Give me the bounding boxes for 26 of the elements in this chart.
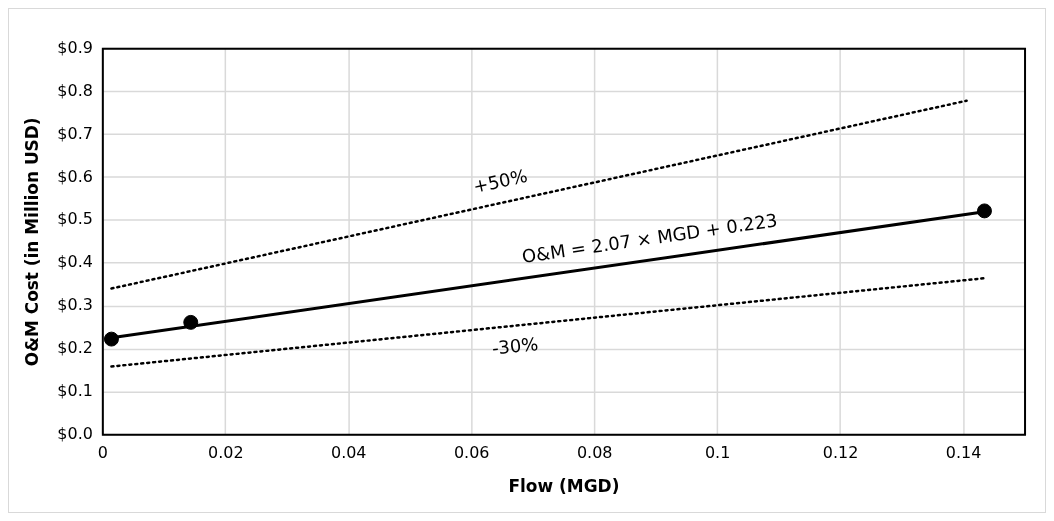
y-tick-label: $0.2 xyxy=(57,338,93,358)
annotation: O&M = 2.07 × MGD + 0.223 xyxy=(520,209,779,267)
x-tick-label: 0.04 xyxy=(330,443,367,463)
y-tick-label: $0.9 xyxy=(57,38,93,57)
y-tick-label: $0.7 xyxy=(57,123,93,143)
x-tick-label: 0.12 xyxy=(822,443,859,463)
x-tick-label: 0.06 xyxy=(453,443,490,463)
y-tick-label: $0.8 xyxy=(57,80,93,100)
y-tick-label: $0.3 xyxy=(57,295,93,315)
y-tick-label: $0.0 xyxy=(57,423,93,443)
point xyxy=(976,203,992,219)
y-tick-label: $0.5 xyxy=(57,209,93,229)
y-tick-label: $0.4 xyxy=(57,252,93,272)
x-tick-label: 0 xyxy=(97,443,108,463)
y-tick-label: $0.1 xyxy=(57,380,93,400)
point xyxy=(183,314,199,330)
x-tick-label: 0.1 xyxy=(704,443,731,463)
y-tick-label: $0.6 xyxy=(57,166,93,186)
annotation: +50% xyxy=(471,164,530,198)
y-axis-title: O&M Cost (in Million USD) xyxy=(21,117,42,367)
x-tick-label: 0.08 xyxy=(576,443,613,463)
point xyxy=(103,331,119,347)
annotation: -30% xyxy=(490,333,540,359)
x-axis-title: Flow (MGD) xyxy=(508,476,620,497)
x-tick-label: 0.02 xyxy=(208,443,244,463)
x-tick-label: 0.14 xyxy=(945,443,982,463)
